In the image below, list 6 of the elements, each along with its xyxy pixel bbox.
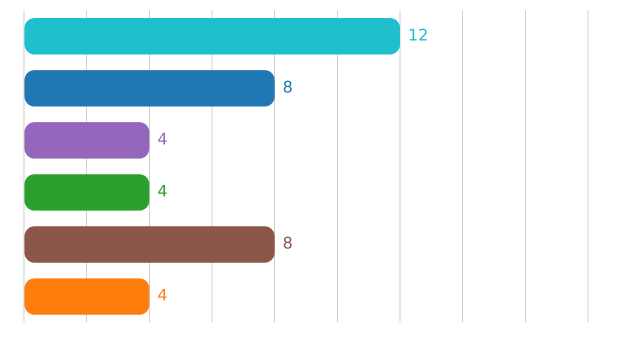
data-label: 4: [157, 182, 168, 201]
data-label: 8: [282, 77, 293, 96]
data-label: 4: [157, 130, 168, 149]
data-label: 4: [157, 286, 168, 305]
data-label: 8: [282, 234, 293, 253]
data-label: 12: [408, 25, 428, 44]
